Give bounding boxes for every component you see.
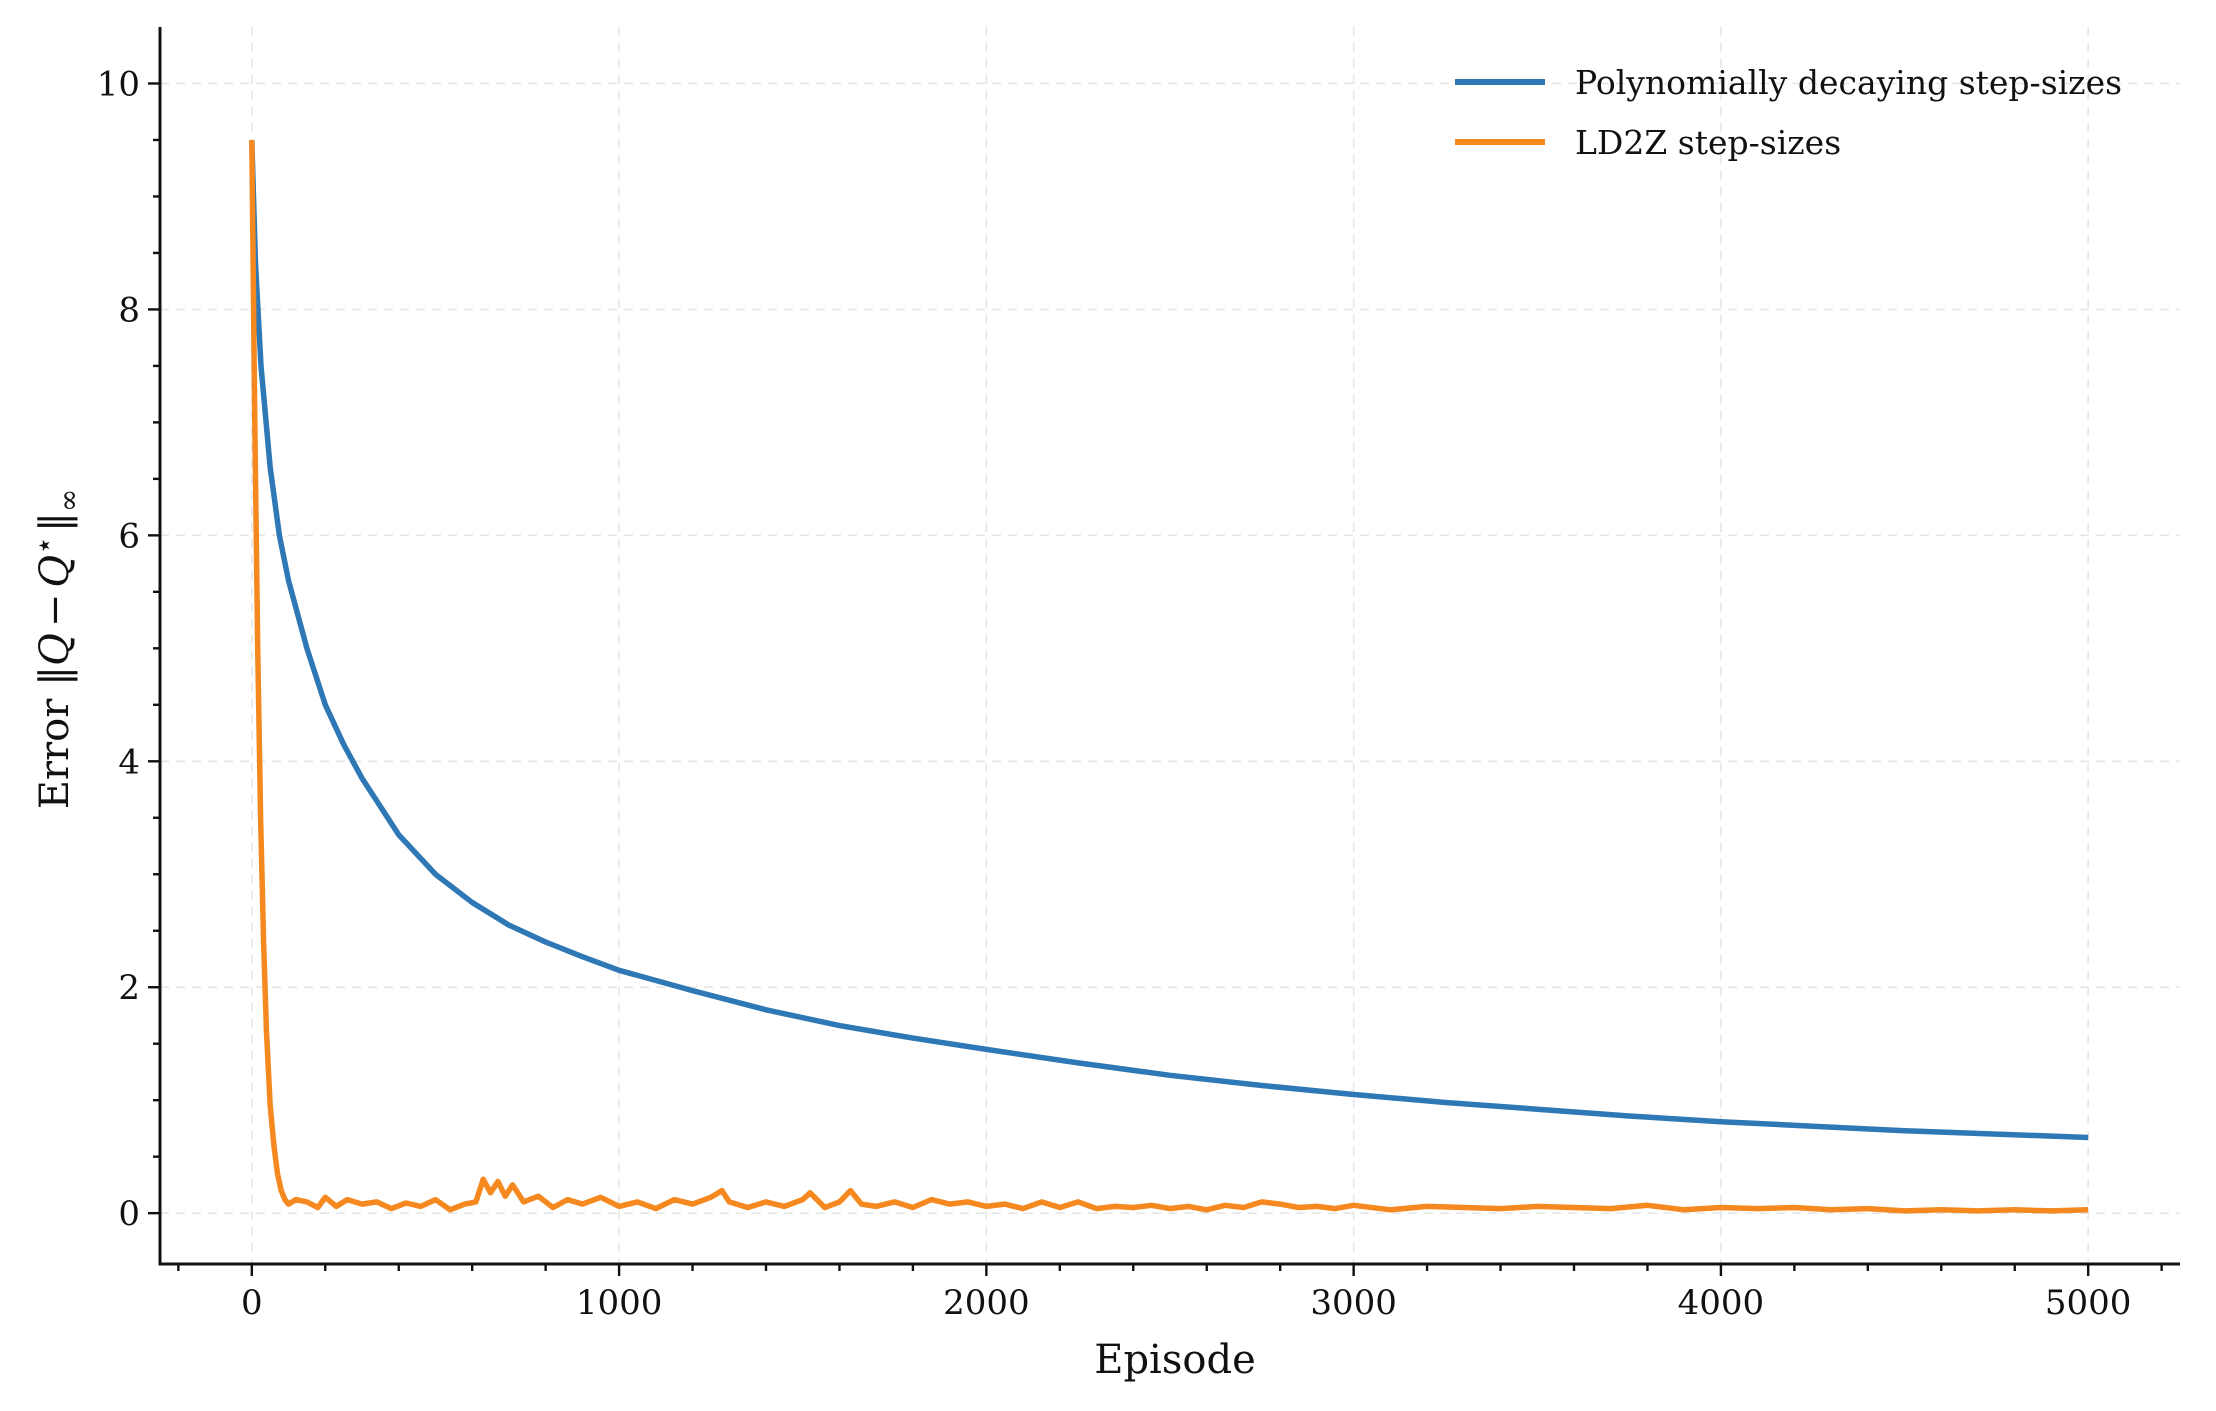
series-line-ld2z	[249, 139, 2089, 1214]
x-tick-label: 4000	[1678, 1283, 1765, 1323]
x-axis-label: Episode	[1094, 1337, 1255, 1383]
y-axis-label-sub: ∞	[52, 489, 85, 512]
legend-label-polynomial: Polynomially decaying step-sizes	[1575, 63, 2122, 102]
y-tick-label: 8	[118, 290, 140, 330]
legend: Polynomially decaying step-sizes LD2Z st…	[1455, 63, 2122, 162]
x-axis-ticks: 0 1000 2000 3000 4000 5000	[177, 1264, 2163, 1323]
x-tick-label: 5000	[2045, 1283, 2132, 1323]
y-tick-label: 0	[118, 1194, 140, 1234]
y-axis-ticks: 0 2 4 6 8 10	[97, 64, 160, 1234]
y-axis-label-minus: −	[32, 594, 78, 628]
y-tick-label: 6	[118, 516, 140, 556]
x-tick-label: 1000	[576, 1283, 663, 1323]
series-group	[249, 139, 2089, 1214]
grid	[160, 27, 2180, 1264]
y-tick-label: 2	[118, 968, 140, 1008]
y-axis-label-var: Q	[32, 633, 78, 666]
y-axis-label-star: ⋆	[27, 536, 62, 555]
x-tick-label: 2000	[943, 1283, 1030, 1323]
y-axis-label-prefix: Error ‖	[32, 666, 78, 809]
y-axis-label-var2: Q	[32, 555, 78, 588]
y-tick-label: 10	[97, 64, 140, 104]
x-tick-label: 3000	[1310, 1283, 1397, 1323]
legend-label-ld2z: LD2Z step-sizes	[1575, 123, 1841, 162]
x-tick-label: 0	[241, 1283, 263, 1323]
axes	[158, 27, 2180, 1266]
y-tick-label: 4	[118, 742, 140, 782]
y-axis-label-suffix: ‖	[32, 512, 78, 532]
series-line-polynomial	[249, 139, 2089, 1141]
y-axis-label: Error ‖Q−Q⋆‖∞	[27, 489, 85, 810]
